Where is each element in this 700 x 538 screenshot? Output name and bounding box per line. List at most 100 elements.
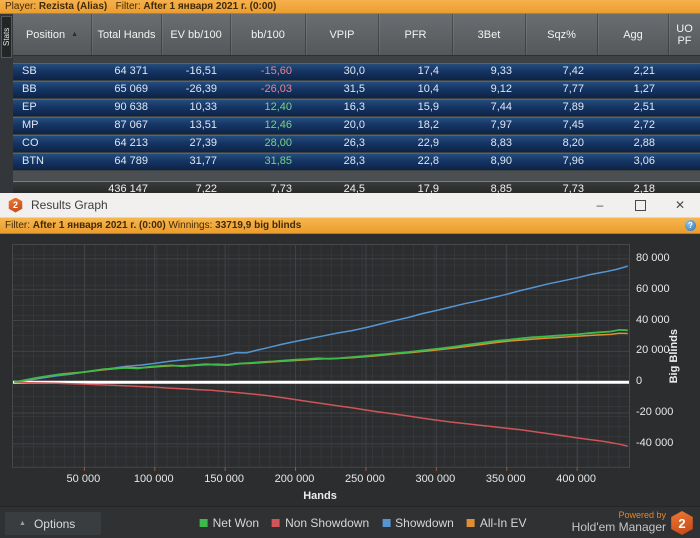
- stat-cell: 10,33: [189, 101, 217, 113]
- info-icon[interactable]: ?: [685, 220, 696, 231]
- close-button[interactable]: ✕: [674, 198, 686, 212]
- stat-cell: 8,20: [562, 137, 584, 149]
- stat-cell: 20,0: [343, 119, 365, 131]
- legend-item-non-showdown[interactable]: Non Showdown: [272, 516, 369, 530]
- window-titlebar: 2 Results Graph – ✕: [0, 193, 700, 218]
- table-gap-band: [13, 171, 700, 181]
- table-header-row: Position ▲ Total Hands EV bb/100 bb/100 VPIP P…: [13, 14, 700, 56]
- filter-label: Filter:: [115, 1, 141, 12]
- graph-filter-bar: Filter: After 1 января 2021 г. (0:00) Wi…: [0, 218, 700, 234]
- stat-cell: 3,06: [633, 155, 655, 167]
- table-row-bb[interactable]: BB 65 069 -26,39 -26,03 31,5 10,4 9,12 7,77 1,27: [13, 81, 700, 98]
- column-header-label: Total Hands: [97, 28, 156, 41]
- legend-swatch-icon: [272, 519, 281, 527]
- stat-cell: 31,77: [189, 155, 217, 167]
- minimize-button[interactable]: –: [596, 198, 604, 212]
- column-header-label: 3Bet: [477, 28, 501, 41]
- legend-item-net-won[interactable]: Net Won: [199, 516, 260, 530]
- stat-cell: 28,00: [264, 137, 292, 149]
- stat-cell: 17,4: [417, 65, 439, 77]
- stat-cell: 16,3: [343, 101, 365, 113]
- column-header-total-hands[interactable]: Total Hands: [91, 14, 161, 55]
- column-header-position[interactable]: Position ▲: [13, 14, 91, 55]
- total-blank-cell: [13, 182, 91, 193]
- stat-cell: 2,72: [633, 119, 655, 131]
- stat-cell: 22,8: [417, 155, 439, 167]
- stat-cell: -26,39: [185, 83, 217, 95]
- legend-label: All-In EV: [479, 516, 527, 530]
- player-filter-bar: Player: Rezista (Alias) Filter: After 1 …: [0, 0, 700, 14]
- graph-filter-label: Filter:: [5, 220, 30, 231]
- column-header-label: Position: [25, 28, 66, 41]
- column-header-agg[interactable]: Agg: [597, 14, 668, 55]
- stat-cell: 9,33: [490, 65, 512, 77]
- position-cell: MP: [22, 119, 39, 131]
- total-cell: 7,73: [562, 183, 584, 193]
- legend-label: Net Won: [212, 516, 260, 530]
- stat-cell: 7,42: [562, 65, 584, 77]
- total-cell: 2,18: [633, 183, 655, 193]
- powered-by: Powered by Hold'em Manager: [572, 509, 666, 533]
- legend-item-all-in-ev[interactable]: All-In EV: [466, 516, 527, 530]
- column-header-label: bb/100: [251, 28, 285, 41]
- player-value: Rezista (Alias): [38, 1, 108, 12]
- stat-cell: -15,60: [260, 65, 292, 77]
- graph-body: 80 000 60 000 40 000 20 000 0 -20 000 -40 000 …: [0, 234, 700, 506]
- powered-by-line1: Powered by: [618, 510, 666, 520]
- column-header-pfr[interactable]: PFR: [378, 14, 452, 55]
- stat-cell: 7,77: [562, 83, 584, 95]
- options-button[interactable]: ▲ Options: [5, 512, 101, 535]
- table-row-co[interactable]: CO 64 213 27,39 28,00 26,3 22,9 8,83 8,20 2,88: [13, 135, 700, 152]
- maximize-icon: [634, 199, 646, 211]
- player-label: Player:: [5, 1, 37, 12]
- legend-swatch-icon: [199, 519, 208, 527]
- stat-cell: 64 213: [114, 137, 148, 149]
- column-header-label: VPIP: [329, 28, 355, 41]
- stat-cell: 18,2: [417, 119, 439, 131]
- filter-value: After 1 января 2021 г. (0:00): [143, 1, 277, 12]
- stat-cell: 2,88: [633, 137, 655, 149]
- column-header-3bet[interactable]: 3Bet: [452, 14, 525, 55]
- position-cell: EP: [22, 101, 37, 113]
- tab-stats[interactable]: Stats: [1, 16, 12, 58]
- table-row-btn[interactable]: BTN 64 789 31,77 31,85 28,3 22,8 8,90 7,96 3,06: [13, 153, 700, 170]
- stat-cell: 87 067: [114, 119, 148, 131]
- table-row-ep[interactable]: EP 90 638 10,33 12,40 16,3 15,9 7,44 7,89 2,51: [13, 99, 700, 116]
- x-tick-label: 100 000: [133, 473, 174, 485]
- powered-by-line2: Hold'em Manager: [571, 520, 666, 534]
- winnings-label: Winnings:: [168, 220, 213, 231]
- x-tick-label: 300 000: [415, 473, 456, 485]
- legend-label: Showdown: [395, 516, 454, 530]
- column-header-label: Sqz%: [547, 28, 576, 41]
- table-row-sb[interactable]: SB 64 371 -16,51 -15,60 30,0 17,4 9,33 7,42 2,21: [13, 63, 700, 80]
- column-header-uo-pf[interactable]: UO PF: [668, 14, 700, 55]
- stat-cell: 2,51: [633, 101, 655, 113]
- stat-cell: 31,5: [343, 83, 365, 95]
- stat-cell: 9,12: [490, 83, 512, 95]
- table-total-row: 436 147 7,22 7,73 24,5 17,9 8,85 7,73 2,18: [13, 181, 700, 193]
- column-header-vpip[interactable]: VPIP: [305, 14, 378, 55]
- x-tick-label: 250 000: [345, 473, 385, 485]
- column-header-ev-bb-100[interactable]: EV bb/100: [161, 14, 230, 55]
- stat-cell: 2,21: [633, 65, 655, 77]
- column-header-sqz-[interactable]: Sqz%: [525, 14, 597, 55]
- total-cell: 17,9: [417, 183, 439, 193]
- column-header-bb-100[interactable]: bb/100: [230, 14, 305, 55]
- chart-legend: Net Won Non Showdown Showdown All-In EV: [199, 507, 527, 538]
- legend-item-showdown[interactable]: Showdown: [382, 516, 454, 530]
- stat-cell: 27,39: [189, 137, 217, 149]
- holdem-manager-badge: 2: [671, 511, 693, 535]
- results-chart: [13, 245, 629, 471]
- y-tick-label: 80 000: [636, 251, 670, 264]
- stat-cell: 90 638: [114, 101, 148, 113]
- y-tick-label: -20 000: [636, 406, 674, 419]
- sort-ascending-icon: ▲: [71, 31, 79, 38]
- stat-cell: 31,85: [264, 155, 292, 167]
- maximize-button[interactable]: [620, 193, 660, 217]
- position-cell: CO: [22, 137, 39, 149]
- y-tick-label: 40 000: [636, 313, 670, 326]
- table-row-mp[interactable]: MP 87 067 13,51 12,46 20,0 18,2 7,97 7,45 2,72: [13, 117, 700, 134]
- x-axis-title: Hands: [303, 490, 337, 502]
- x-tick-label: 200 000: [274, 473, 315, 485]
